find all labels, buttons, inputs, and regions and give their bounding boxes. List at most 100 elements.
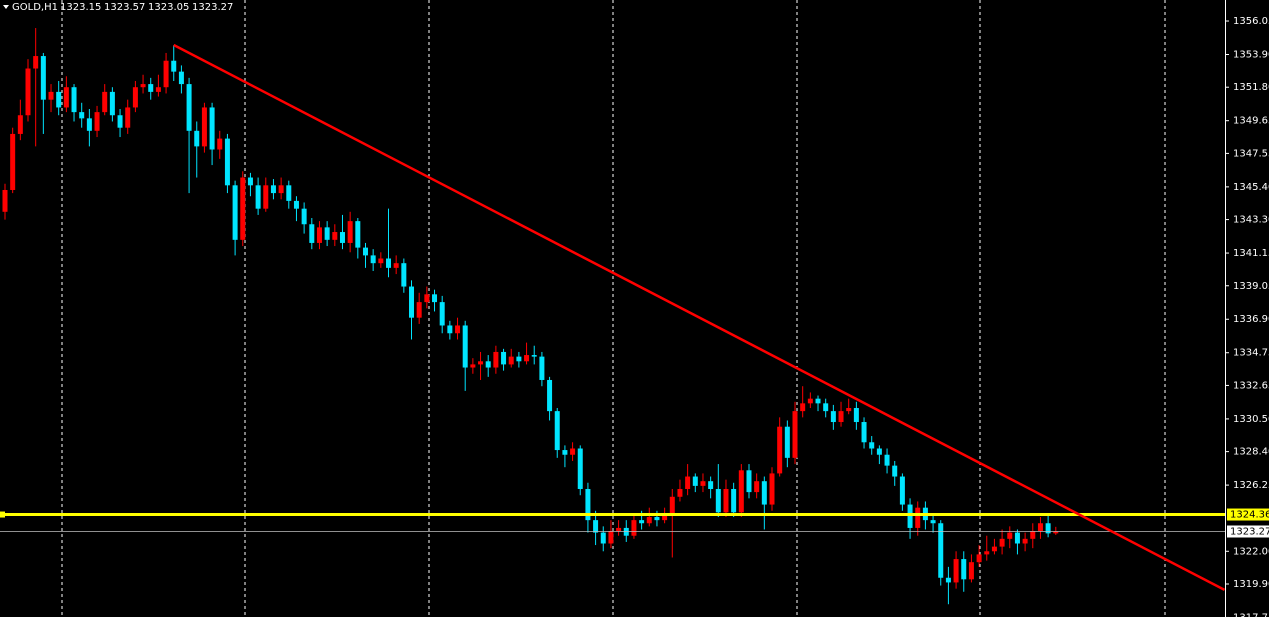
candle-body <box>478 361 484 365</box>
candle-body <box>608 531 614 544</box>
candle-body <box>807 398 813 404</box>
candle-body <box>984 551 990 555</box>
candle-body <box>125 107 131 128</box>
candle-body <box>224 138 230 186</box>
header: GOLD,H1 1323.15 1323.57 1323.05 1323.27 <box>3 2 233 13</box>
candle-body <box>892 465 898 477</box>
candle-body <box>715 488 721 513</box>
candle-body <box>33 56 39 69</box>
candle-body <box>455 325 461 334</box>
candle-body <box>286 185 292 201</box>
candle-body <box>109 91 115 116</box>
candle-body <box>86 118 92 131</box>
candle-body <box>731 488 737 513</box>
y-tick-label: 1343.30 <box>1233 215 1269 226</box>
candle-body <box>577 448 583 489</box>
candle-body <box>861 422 867 443</box>
close-value: 1323.27 <box>192 2 233 13</box>
candle-body <box>347 221 353 243</box>
candle-body <box>94 112 100 131</box>
candle-body <box>907 504 913 528</box>
candle-body <box>339 232 345 243</box>
candle-body <box>309 224 315 243</box>
candle-body <box>631 520 637 536</box>
y-tick-label: 1330.50 <box>1233 414 1269 425</box>
y-tick-label: 1328.40 <box>1233 447 1269 458</box>
candle-body <box>117 115 123 128</box>
candle-body <box>439 302 445 326</box>
high-value: 1323.57 <box>104 2 145 13</box>
current-price-label: 1323.27 <box>1230 527 1269 538</box>
candle-body <box>201 107 207 147</box>
candle-body <box>754 481 760 493</box>
candle-body <box>777 426 783 474</box>
candle-body <box>25 68 31 116</box>
candle-body <box>531 355 537 357</box>
candle-body <box>194 130 200 147</box>
candle-body <box>846 408 852 412</box>
candle-body <box>562 450 568 455</box>
hline-price-box <box>1227 508 1269 521</box>
candle-body <box>853 408 859 423</box>
candle-body <box>1007 532 1013 539</box>
candle-body <box>355 221 361 248</box>
candle-body <box>746 470 752 493</box>
hline-price-label: 1324.36 <box>1230 510 1269 521</box>
candle-body <box>654 517 660 521</box>
candle-body <box>547 379 553 412</box>
candle-body <box>263 185 269 209</box>
candle-body <box>508 356 514 365</box>
y-tick-label: 1334.75 <box>1233 348 1269 359</box>
candle-body <box>784 426 790 458</box>
candle-body <box>677 488 683 497</box>
candle-body <box>71 87 77 113</box>
candle-body <box>393 263 399 268</box>
candle-body <box>447 325 453 334</box>
candle-body <box>524 355 530 362</box>
candle-body <box>708 481 714 489</box>
candle-body <box>424 294 430 303</box>
symbol: GOLD,H1 <box>12 2 58 13</box>
period-separators <box>61 0 1166 617</box>
candle-body <box>516 356 522 362</box>
y-tick-label: 1349.65 <box>1233 116 1269 127</box>
candle-body <box>324 227 330 240</box>
candle-body <box>830 411 836 423</box>
candle-body <box>945 577 951 583</box>
candle-body <box>953 559 959 583</box>
candle-body <box>102 91 108 113</box>
low-value: 1323.05 <box>148 2 189 13</box>
candle-body <box>961 559 967 580</box>
candle-body <box>769 473 775 505</box>
y-tick-label: 1326.25 <box>1233 480 1269 491</box>
candle-body <box>823 403 829 412</box>
candle-body <box>585 488 591 521</box>
candle-body <box>738 470 744 513</box>
candle-body <box>723 488 729 513</box>
y-tick-label: 1336.90 <box>1233 314 1269 325</box>
candle-body <box>976 554 982 563</box>
candle-body <box>10 133 16 190</box>
y-tick-label: 1341.15 <box>1233 248 1269 259</box>
menu-arrow <box>3 5 9 9</box>
candle-body <box>915 507 921 528</box>
candle-body <box>171 60 177 72</box>
candle-body <box>293 200 299 209</box>
candle-body <box>132 87 138 108</box>
y-tick-label: 1319.90 <box>1233 579 1269 590</box>
candle-body <box>155 87 161 92</box>
y-tick-label: 1356.05 <box>1233 16 1269 27</box>
candle-body <box>301 208 307 225</box>
candle-body <box>56 91 62 108</box>
candle-body <box>646 517 652 524</box>
y-tick-label: 1345.40 <box>1233 182 1269 193</box>
y-tick-label: 1322.00 <box>1233 546 1269 557</box>
candle-body <box>1037 523 1043 532</box>
y-tick-label: 1317.75 <box>1233 612 1269 617</box>
candle-body <box>899 476 905 505</box>
candle-body <box>470 364 476 368</box>
y-tick-label: 1347.55 <box>1233 148 1269 159</box>
candle-body <box>409 286 415 318</box>
candle-body <box>869 442 875 449</box>
candle-body <box>1045 523 1051 534</box>
